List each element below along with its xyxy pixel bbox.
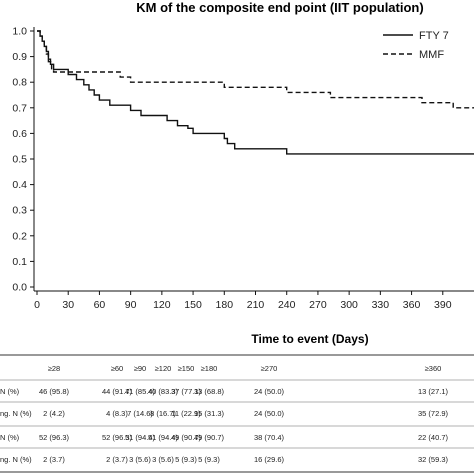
x-tick-label: 60 (94, 299, 106, 311)
x-tick-label: 120 (153, 299, 171, 311)
table-cell: 44 (91.7) (102, 387, 133, 396)
table-cell: 11 (22.9) (171, 409, 201, 418)
x-tick-label: 360 (403, 299, 421, 311)
table-cell: 7 (14.6) (127, 409, 153, 418)
x-tick-label: 0 (34, 299, 40, 311)
table-header-cell: ≥270 (261, 364, 278, 373)
risk-table: ≥28 ≥60 ≥90 ≥120 ≥150 ≥180 ≥270 ≥360 N (%) 46 (9… (0, 354, 474, 473)
table-header-cell: ≥150 (178, 364, 195, 373)
table-body: N (%) 46 (95.8) 44 (91.7)41 (85.4)40 (83.3… (0, 387, 449, 464)
table-cell: 5 (9.3) (175, 455, 197, 464)
table-row-label: N (%) (0, 433, 20, 442)
x-tick-label: 90 (125, 299, 137, 311)
y-tick-label: 0.8 (12, 77, 27, 89)
x-tick-label: 150 (184, 299, 202, 311)
table-cell: 46 (95.8) (39, 387, 70, 396)
table-cell: 8 (16.7) (150, 409, 176, 418)
x-axis-label: Time to event (Days) (251, 332, 368, 346)
y-tick-label: 0.9 (12, 51, 27, 63)
y-tick-label: 0.2 (12, 230, 27, 242)
table-row-label: N (%) (0, 387, 20, 396)
y-tick-label: 0.5 (12, 154, 27, 166)
table-cell: 38 (70.4) (254, 433, 285, 442)
table-cell: 2 (3.7) (43, 455, 65, 464)
table-cell: 22 (40.7) (418, 433, 449, 442)
y-tick-label: 0.3 (12, 205, 27, 217)
legend: FTY 7 MMF (383, 30, 449, 61)
table-header-cell: ≥28 (48, 364, 60, 373)
table-cell: 49 (90.7) (194, 433, 225, 442)
y-tick-label: 0.6 (12, 128, 27, 140)
survival-curves (37, 30, 474, 155)
table-row-label: ng. N (%) (0, 409, 32, 418)
table-cell: 32 (59.3) (418, 455, 449, 464)
table-cell: 16 (29.6) (254, 455, 285, 464)
table-cell: 41 (85.4) (125, 387, 156, 396)
x-ticks: 0 30 60 90 120 150 180 210 240 270 300 330 360 390 (34, 291, 452, 311)
km-curve-mmf (37, 30, 474, 109)
y-tick-label: 0.0 (12, 282, 27, 294)
x-tick-label: 180 (216, 299, 234, 311)
legend-label-fty: FTY 7 (419, 30, 449, 42)
table-header-row: ≥28 ≥60 ≥90 ≥120 ≥150 ≥180 ≥270 ≥360 (48, 364, 442, 373)
chart-title: KM of the composite end point (IIT popul… (136, 0, 423, 15)
plot-area: 0.0 0.1 0.2 0.3 0.4 0.5 0.6 0.7 0.8 0.9 1.0 0 30 60 9… (12, 26, 474, 311)
table-cell: 51 (94.4) (125, 433, 156, 442)
table-header-cell: ≥60 (111, 364, 123, 373)
table-cell: 15 (31.3) (194, 409, 225, 418)
table-header-cell: ≥120 (155, 364, 172, 373)
table-cell: 13 (27.1) (418, 387, 449, 396)
table-cell: 51 (94.4) (148, 433, 179, 442)
x-tick-label: 210 (247, 299, 265, 311)
x-tick-label: 390 (434, 299, 452, 311)
x-tick-label: 240 (278, 299, 296, 311)
table-cell: 35 (72.9) (418, 409, 449, 418)
table-cell: 40 (83.3) (148, 387, 179, 396)
table-cell: 2 (3.7) (106, 455, 128, 464)
x-tick-label: 30 (62, 299, 74, 311)
x-tick-label: 270 (309, 299, 327, 311)
y-tick-label: 0.7 (12, 102, 27, 114)
y-tick-label: 0.1 (12, 256, 27, 268)
table-cell: 52 (96.3) (39, 433, 70, 442)
table-cell: 37 (77.1) (171, 387, 202, 396)
table-cell: 4 (8.3) (106, 409, 128, 418)
table-cell: 49 (90.7) (171, 433, 202, 442)
y-tick-label: 1.0 (12, 26, 27, 38)
table-cell: 52 (96.3) (102, 433, 133, 442)
table-cell: 3 (5.6) (152, 455, 174, 464)
y-tick-label: 0.4 (12, 179, 27, 191)
table-header-cell: ≥180 (201, 364, 218, 373)
x-tick-label: 330 (372, 299, 390, 311)
table-row-label: ng. N (%) (0, 455, 32, 464)
km-curve-fty (37, 30, 474, 155)
table-cell: 5 (9.3) (198, 455, 220, 464)
table-cell: 33 (68.8) (194, 387, 225, 396)
y-ticks: 0.0 0.1 0.2 0.3 0.4 0.5 0.6 0.7 0.8 0.9 1.0 (12, 26, 34, 294)
table-cell: 24 (50.0) (254, 387, 285, 396)
table-cell: 2 (4.2) (43, 409, 65, 418)
table-cell: 24 (50.0) (254, 409, 285, 418)
table-cell: 3 (5.6) (129, 455, 151, 464)
x-tick-label: 300 (340, 299, 358, 311)
table-header-cell: ≥90 (134, 364, 146, 373)
legend-label-mmf: MMF (419, 49, 444, 61)
table-header-cell: ≥360 (425, 364, 442, 373)
